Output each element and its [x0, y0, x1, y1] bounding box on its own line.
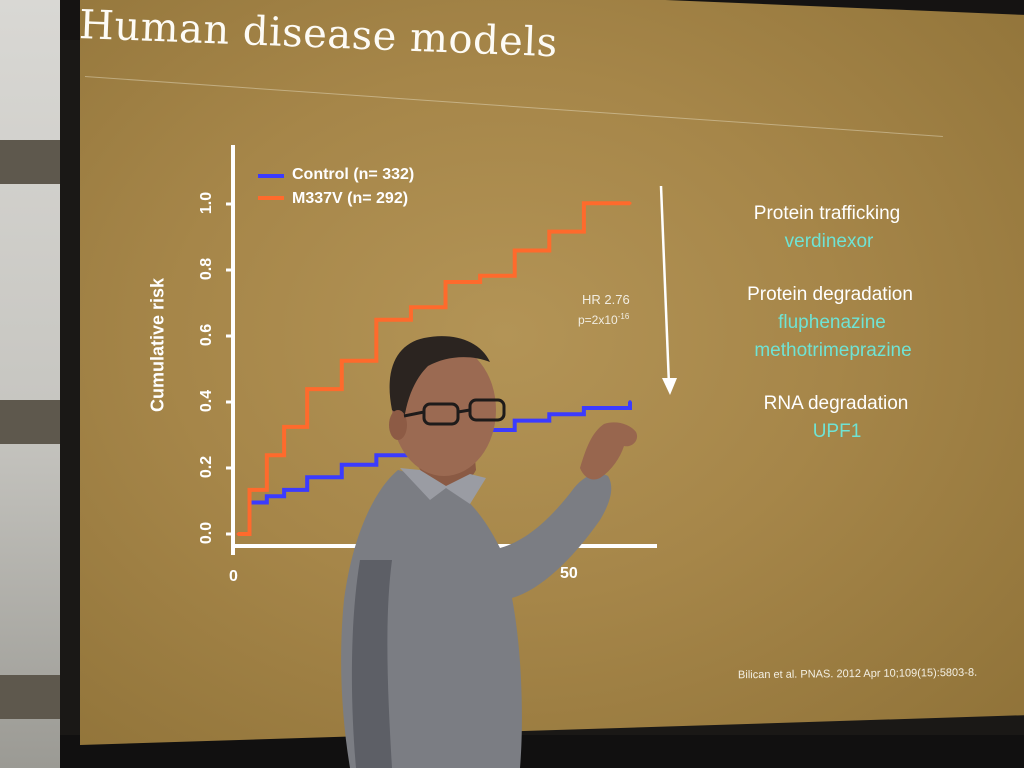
- data-point: [282, 488, 286, 492]
- legend-control: Control (n= 332): [292, 166, 415, 183]
- data-point: [582, 406, 586, 410]
- y-tick-label: 0.4: [198, 389, 216, 413]
- arrow-head-icon: [662, 378, 677, 395]
- slide-citation: Bilican et al. PNAS. 2012 Apr 10;109(15)…: [737, 666, 978, 682]
- window-blind: [0, 400, 60, 444]
- legend-m337v: M337V (n= 292): [292, 190, 409, 207]
- data-point: [265, 453, 269, 457]
- data-point: [409, 305, 413, 309]
- data-point: [340, 463, 344, 467]
- data-point: [374, 318, 378, 322]
- data-point: [547, 412, 551, 416]
- category-protein-degradation: Protein degradation: [747, 284, 913, 305]
- data-point: [444, 438, 448, 441]
- drug-fluphenazine: fluphenazine: [778, 312, 886, 333]
- data-point: [513, 419, 517, 423]
- data-point: [582, 201, 586, 205]
- y-tick-label: 0.6: [198, 323, 216, 347]
- data-point: [513, 249, 517, 252]
- y-tick-label: 0.8: [198, 257, 216, 281]
- x-tick-label: 50: [560, 565, 578, 582]
- window-wall: [0, 0, 60, 768]
- hazard-ratio-label: HR 2.76: [582, 292, 630, 307]
- data-point: [305, 475, 309, 479]
- data-point: [265, 494, 269, 498]
- window-blind: [0, 675, 60, 719]
- data-point: [305, 387, 309, 391]
- data-point: [374, 453, 378, 457]
- data-point: [478, 274, 482, 278]
- series-line-m337v: [238, 201, 630, 536]
- data-point: [248, 488, 252, 492]
- data-point: [444, 280, 448, 284]
- data-point: [236, 532, 240, 536]
- drug-upf1: UPF1: [812, 421, 862, 442]
- data-point: [409, 444, 413, 448]
- data-point: [282, 425, 286, 429]
- x-tick-label: 0: [229, 568, 238, 585]
- p-value-label: p=2x10-16: [578, 312, 630, 327]
- y-tick-label: 0.0: [198, 521, 216, 545]
- y-tick-label: 1.0: [198, 191, 216, 215]
- data-point: [478, 428, 482, 432]
- category-rna-degradation: RNA degradation: [763, 393, 909, 414]
- data-point: [628, 400, 632, 404]
- category-protein-trafficking: Protein trafficking: [753, 203, 901, 224]
- arrow-shaft: [659, 185, 671, 386]
- data-point: [547, 230, 551, 234]
- window-blind: [0, 140, 60, 184]
- data-point: [340, 359, 344, 363]
- drug-methotrimeprazine: methotrimeprazine: [754, 340, 912, 361]
- y-axis-label: Cumulative risk: [147, 277, 168, 413]
- drug-verdinexor: verdinexor: [784, 231, 874, 252]
- data-point: [628, 201, 632, 205]
- series-line-control: [238, 401, 632, 536]
- y-tick-label: 0.2: [198, 455, 216, 479]
